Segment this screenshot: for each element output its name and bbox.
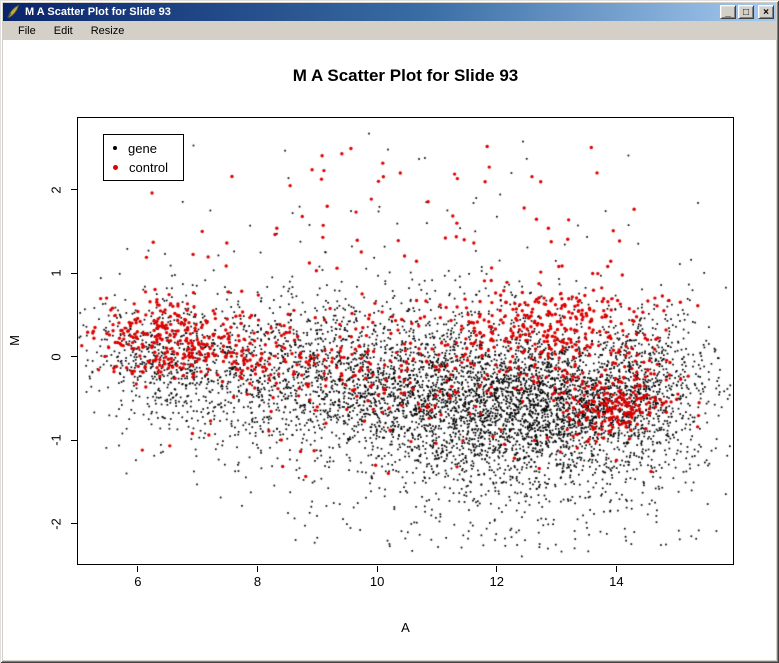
x-tick-label: 12 [489, 574, 504, 589]
y-tick [71, 272, 78, 274]
y-tick [71, 439, 78, 441]
y-tick [71, 523, 78, 525]
y-axis-label: M [6, 335, 22, 346]
legend: gene control [103, 134, 184, 181]
legend-label-gene: gene [128, 140, 157, 156]
x-tick [496, 566, 498, 572]
x-tick-label: 14 [609, 574, 624, 589]
menu-edit[interactable]: Edit [53, 24, 73, 37]
close-button[interactable]: × [758, 5, 774, 19]
legend-item-gene: gene [113, 141, 183, 156]
x-tick [615, 566, 617, 572]
x-tick [376, 566, 378, 572]
y-tick [71, 356, 78, 358]
x-axis-label: A [401, 620, 410, 635]
r-app-icon [5, 4, 21, 20]
legend-label-control: control [129, 159, 169, 175]
control-marker-icon [113, 164, 118, 170]
window-title: M A Scatter Plot for Slide 93 [25, 6, 171, 18]
legend-item-control: control [113, 160, 183, 175]
x-tick [137, 566, 139, 572]
plot-title: M A Scatter Plot for Slide 93 [292, 66, 519, 85]
x-tick [256, 566, 258, 572]
menu-resize[interactable]: Resize [90, 24, 125, 37]
plot-box: 6 8 10 12 14 -2 -1 0 1 2 [49, 117, 734, 589]
plot-device-area: M A Scatter Plot for Slide 93 6 8 10 12 14 -2… [3, 40, 776, 660]
x-tick-label: 8 [253, 574, 262, 589]
titlebar[interactable]: M A Scatter Plot for Slide 93 _ □ × [3, 3, 776, 21]
y-tick [71, 189, 78, 191]
menu-file[interactable]: File [18, 24, 36, 37]
y-tick-label: 0 [48, 353, 64, 361]
y-tick-label: 2 [48, 186, 64, 194]
maximize-button[interactable]: □ [738, 5, 754, 19]
gene-marker-icon [113, 146, 117, 150]
y-tick-label: -2 [48, 518, 64, 530]
menubar: File Edit Resize [3, 21, 776, 40]
scatter-plot-canvas [78, 118, 733, 564]
x-tick-label: 6 [134, 574, 142, 589]
window-controls: _ □ × [720, 5, 774, 19]
y-tick-label: 1 [48, 269, 64, 277]
x-tick-label: 10 [369, 574, 385, 589]
y-tick-label: -1 [48, 434, 64, 447]
minimize-button[interactable]: _ [720, 5, 736, 19]
